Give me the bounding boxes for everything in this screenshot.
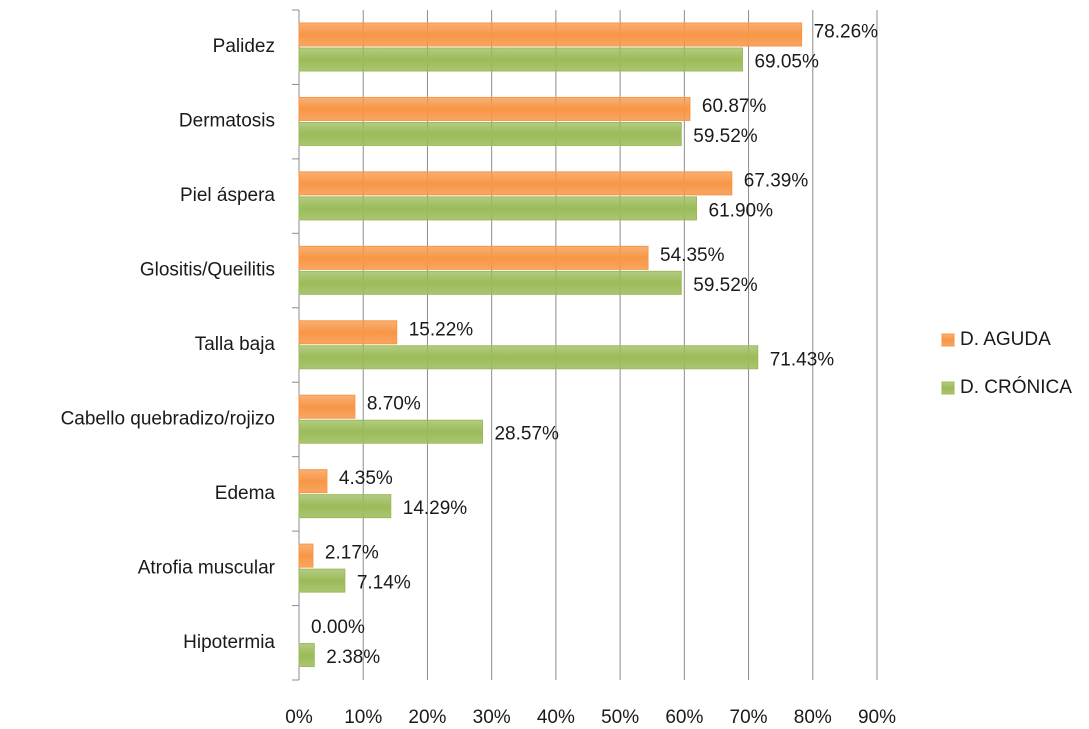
- y-tick-label: Dermatosis: [179, 111, 275, 132]
- value-label: 14.29%: [403, 498, 468, 519]
- x-tick-label: 30%: [473, 707, 511, 728]
- bar: [298, 320, 398, 345]
- legend-label: D. AGUDA: [960, 329, 1051, 350]
- legend-swatch: [941, 381, 955, 395]
- legend-label: D. CRÓNICA: [960, 376, 1072, 398]
- value-label: 0.00%: [311, 617, 365, 638]
- bar: [298, 394, 356, 419]
- y-tick-label: Hipotermia: [183, 632, 275, 653]
- x-tick-label: 20%: [408, 707, 446, 728]
- x-tick-label: 40%: [537, 707, 575, 728]
- y-tick-label: Atrofia muscular: [138, 557, 276, 578]
- bar: [298, 171, 733, 196]
- value-label: 54.35%: [660, 245, 725, 266]
- x-tick-label: 90%: [858, 707, 896, 728]
- x-tick-label: 60%: [665, 707, 703, 728]
- y-tick-label: Palidez: [213, 36, 275, 57]
- y-tick-label: Piel áspera: [180, 185, 275, 206]
- x-tick-label: 50%: [601, 707, 639, 728]
- bar: [298, 494, 392, 519]
- y-tick-label: Edema: [215, 483, 276, 504]
- y-tick-label: Talla baja: [195, 334, 276, 355]
- value-label: 59.52%: [693, 275, 758, 296]
- value-label: 4.35%: [339, 468, 393, 489]
- bar: [298, 270, 682, 295]
- value-label: 8.70%: [367, 394, 421, 415]
- bar: [298, 419, 483, 444]
- value-label: 15.22%: [409, 319, 474, 340]
- value-label: 7.14%: [357, 573, 411, 594]
- x-tick-label: 0%: [285, 707, 313, 728]
- legend-swatch: [941, 333, 955, 347]
- bar: [298, 543, 314, 568]
- value-label: 67.39%: [744, 170, 809, 191]
- value-label: 2.17%: [325, 543, 379, 564]
- bar: [298, 22, 803, 47]
- bar: [298, 469, 328, 494]
- value-label: 71.43%: [770, 349, 835, 370]
- value-label: 60.87%: [702, 96, 767, 117]
- bar: [298, 196, 698, 221]
- bar: [298, 568, 346, 593]
- x-tick-label: 10%: [344, 707, 382, 728]
- bar: [298, 345, 759, 370]
- bar: [298, 121, 682, 146]
- value-label: 28.57%: [494, 424, 559, 445]
- bar: [298, 643, 315, 668]
- x-tick-label: 70%: [730, 707, 768, 728]
- bar: [298, 47, 743, 72]
- value-label: 78.26%: [814, 22, 879, 43]
- y-tick-label: Glositis/Queilitis: [140, 260, 275, 281]
- bar: [298, 245, 649, 270]
- y-tick-label: Cabello quebradizo/rojizo: [61, 408, 275, 429]
- bar: [298, 96, 691, 121]
- x-tick-label: 80%: [794, 707, 832, 728]
- value-label: 59.52%: [693, 126, 758, 147]
- value-label: 61.90%: [709, 200, 774, 221]
- value-label: 2.38%: [326, 647, 380, 668]
- value-label: 69.05%: [754, 52, 819, 73]
